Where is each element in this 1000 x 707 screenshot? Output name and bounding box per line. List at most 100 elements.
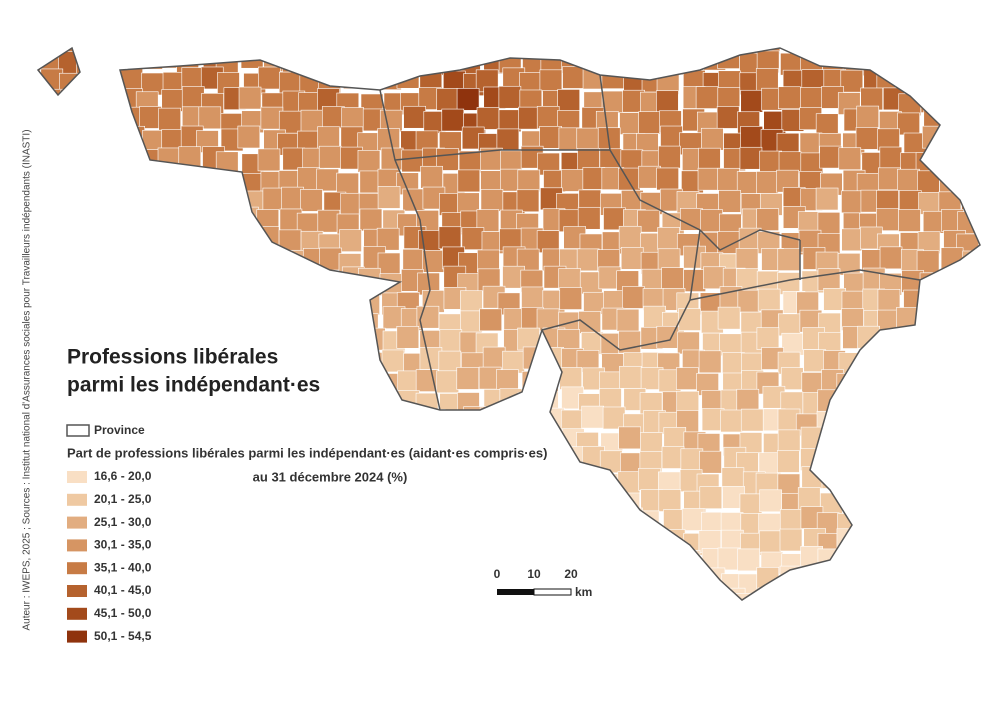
municipality: [799, 589, 823, 600]
legend-label: 50,1 - 54,5: [94, 629, 152, 643]
municipality: [258, 66, 281, 90]
municipality: [677, 569, 700, 592]
municipality: [418, 533, 442, 557]
municipality: [97, 150, 120, 173]
municipality: [800, 571, 824, 595]
legend-subtitle: au 31 décembre 2024 (%): [253, 469, 408, 484]
municipality: [99, 213, 123, 236]
municipality: [923, 48, 946, 55]
municipality: [39, 172, 62, 195]
municipality: [399, 48, 422, 53]
municipality: [578, 508, 601, 531]
municipality: [900, 467, 924, 490]
municipality: [622, 286, 645, 309]
municipality: [156, 307, 179, 331]
municipality: [539, 469, 562, 492]
municipality: [759, 489, 782, 513]
municipality: [40, 329, 64, 352]
municipality: [680, 208, 703, 231]
source-note: Auteur : IWEPS, 2025 ; Sources : Institu…: [22, 129, 33, 630]
municipality: [843, 488, 867, 512]
municipality: [736, 388, 760, 412]
municipality: [756, 208, 780, 231]
municipality: [883, 532, 906, 556]
municipality: [400, 532, 423, 556]
municipality: [377, 186, 401, 209]
municipality: [277, 307, 300, 331]
municipality: [881, 353, 904, 376]
municipality: [862, 430, 886, 454]
municipality: [442, 570, 465, 594]
municipality: [523, 528, 547, 552]
municipality: [181, 588, 205, 600]
municipality: [196, 191, 220, 214]
municipality: [917, 513, 940, 536]
municipality: [517, 392, 541, 415]
municipality: [815, 113, 839, 137]
municipality: [855, 127, 879, 150]
municipality: [639, 588, 662, 600]
municipality: [237, 587, 260, 600]
municipality: [339, 386, 363, 410]
municipality: [239, 411, 262, 435]
municipality: [898, 49, 922, 73]
municipality: [737, 548, 760, 572]
province-border: [541, 229, 701, 351]
municipality: [961, 508, 980, 531]
municipality: [399, 513, 423, 536]
municipality: [940, 247, 964, 271]
municipality: [42, 229, 66, 253]
municipality: [637, 209, 660, 233]
municipality: [619, 365, 642, 389]
municipality: [898, 366, 922, 389]
municipality: [178, 571, 202, 594]
municipality: [859, 473, 882, 496]
municipality: [879, 333, 903, 356]
municipality: [298, 570, 322, 593]
municipality: [341, 569, 365, 593]
municipality: [879, 553, 903, 577]
municipality: [801, 466, 825, 489]
municipality: [380, 50, 404, 74]
municipality: [556, 528, 580, 551]
municipality: [176, 286, 200, 310]
municipality: [202, 471, 226, 495]
municipality: [241, 246, 265, 270]
municipality: [183, 209, 207, 233]
municipality: [340, 553, 363, 577]
municipality: [261, 253, 285, 276]
municipality: [438, 467, 461, 491]
municipality: [618, 426, 642, 450]
municipality: [357, 413, 381, 436]
municipality: [38, 48, 45, 49]
municipality: [99, 113, 123, 137]
municipality: [420, 165, 443, 189]
municipality: [897, 48, 921, 55]
municipality: [536, 105, 560, 129]
municipality: [698, 350, 722, 374]
scale-segment: [533, 588, 572, 596]
municipality: [236, 206, 259, 230]
municipality: [559, 506, 582, 530]
municipality: [321, 367, 344, 391]
municipality: [319, 288, 342, 312]
municipality: [820, 453, 844, 476]
municipality: [457, 169, 481, 193]
municipality: [857, 48, 881, 51]
municipality: [963, 150, 980, 174]
municipality: [62, 113, 86, 136]
municipality: [59, 72, 82, 96]
municipality: [460, 490, 484, 514]
municipality: [161, 408, 184, 432]
municipality: [157, 488, 180, 511]
municipality: [222, 211, 246, 235]
municipality: [898, 448, 922, 472]
municipality: [936, 292, 960, 316]
municipality: [320, 493, 343, 516]
municipality: [376, 591, 399, 600]
municipality: [160, 471, 184, 495]
municipality: [315, 566, 339, 590]
municipality: [701, 127, 724, 151]
municipality: [878, 365, 902, 389]
municipality: [758, 530, 782, 554]
